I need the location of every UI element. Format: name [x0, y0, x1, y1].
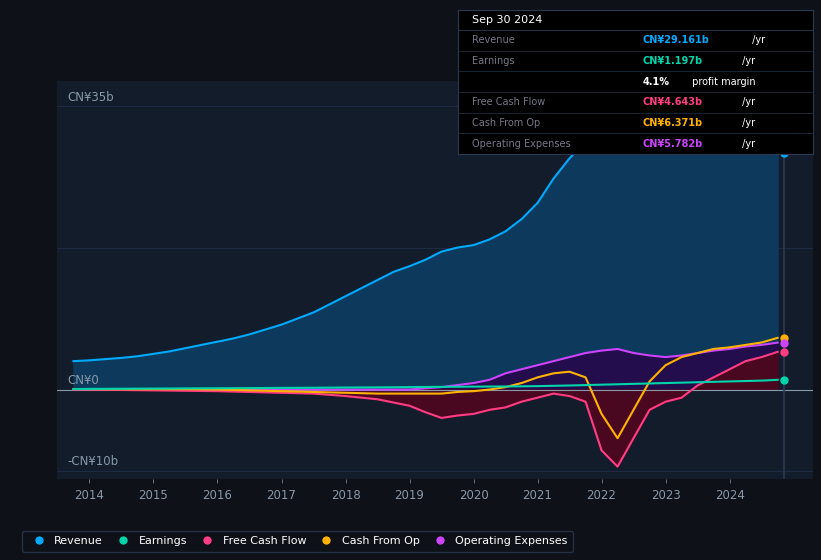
- Text: CN¥5.782b: CN¥5.782b: [643, 139, 703, 149]
- Text: Earnings: Earnings: [472, 56, 515, 66]
- Text: CN¥35b: CN¥35b: [67, 91, 113, 104]
- Text: Free Cash Flow: Free Cash Flow: [472, 97, 546, 108]
- Text: Operating Expenses: Operating Expenses: [472, 139, 571, 149]
- Text: CN¥1.197b: CN¥1.197b: [643, 56, 703, 66]
- Text: profit margin: profit margin: [690, 77, 756, 87]
- Text: CN¥6.371b: CN¥6.371b: [643, 118, 703, 128]
- Text: -CN¥10b: -CN¥10b: [67, 455, 118, 468]
- Text: 4.1%: 4.1%: [643, 77, 670, 87]
- Text: Cash From Op: Cash From Op: [472, 118, 540, 128]
- Text: /yr: /yr: [749, 35, 765, 45]
- Text: /yr: /yr: [739, 139, 755, 149]
- Text: CN¥29.161b: CN¥29.161b: [643, 35, 709, 45]
- Text: CN¥0: CN¥0: [67, 374, 99, 387]
- Text: /yr: /yr: [739, 97, 755, 108]
- Text: Revenue: Revenue: [472, 35, 515, 45]
- Text: /yr: /yr: [739, 56, 755, 66]
- Text: /yr: /yr: [739, 118, 755, 128]
- Text: Sep 30 2024: Sep 30 2024: [472, 15, 543, 25]
- Text: CN¥4.643b: CN¥4.643b: [643, 97, 703, 108]
- Legend: Revenue, Earnings, Free Cash Flow, Cash From Op, Operating Expenses: Revenue, Earnings, Free Cash Flow, Cash …: [22, 530, 573, 552]
